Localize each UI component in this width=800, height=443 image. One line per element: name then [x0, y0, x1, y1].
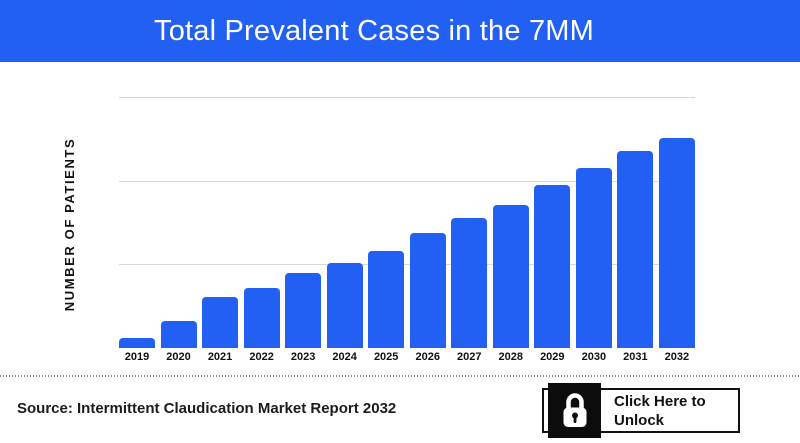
x-tick-label-2030: 2030 — [581, 351, 607, 363]
x-tick-label-2022: 2022 — [249, 351, 274, 363]
plot-area — [119, 97, 695, 348]
bar-2030 — [575, 168, 612, 348]
header: Total Prevalent Cases in the 7MM — [0, 0, 800, 62]
chart-title: Total Prevalent Cases in the 7MM — [154, 14, 594, 47]
x-tick-label-2026: 2026 — [415, 351, 440, 363]
bar-2029 — [534, 185, 571, 348]
bar-2024 — [326, 263, 363, 348]
gridline — [119, 264, 695, 265]
bar-2025 — [368, 251, 405, 348]
gridline — [119, 97, 695, 98]
x-tick-label-2020: 2020 — [166, 351, 191, 363]
x-tick-label-2029: 2029 — [540, 351, 565, 363]
bar-2027 — [451, 218, 488, 348]
x-tick-label-2031: 2031 — [623, 351, 648, 363]
x-axis-labels: 2019 2020 2021 2022 2023 2024 2025 2026 2027 2028… — [119, 351, 695, 363]
x-tick-label-2021: 2021 — [207, 351, 233, 363]
bar-series — [119, 97, 695, 348]
x-tick-label-2027: 2027 — [457, 351, 482, 363]
x-tick-label-2028: 2028 — [498, 351, 524, 363]
bar-2032 — [658, 138, 695, 348]
x-tick-label-2023: 2023 — [290, 351, 316, 363]
bar-2026 — [409, 233, 446, 348]
lock-icon — [548, 383, 601, 438]
x-tick-label-2025: 2025 — [373, 351, 399, 363]
unlock-button-label[interactable]: Click Here to Unlock — [614, 393, 706, 429]
bar-2023 — [285, 273, 322, 348]
y-axis-label: NUMBER OF PATIENTS — [54, 104, 86, 344]
x-tick-label-2019: 2019 — [124, 351, 150, 363]
unlock-button[interactable]: Click Here to Unlock — [542, 383, 740, 438]
bar-2021 — [202, 297, 239, 348]
gridline — [119, 181, 695, 182]
bar-2019 — [119, 338, 155, 348]
bar-2020 — [160, 321, 197, 348]
bar-2022 — [243, 288, 280, 348]
x-tick-label-2024: 2024 — [332, 351, 357, 363]
source-text: Source: Intermittent Claudication Market… — [17, 400, 397, 417]
bar-2031 — [617, 151, 654, 348]
dotted-divider — [0, 375, 800, 377]
y-axis-label-text: NUMBER OF PATIENTS — [62, 137, 78, 311]
bar-2028 — [492, 205, 529, 348]
x-tick-label-2032: 2032 — [664, 351, 690, 363]
